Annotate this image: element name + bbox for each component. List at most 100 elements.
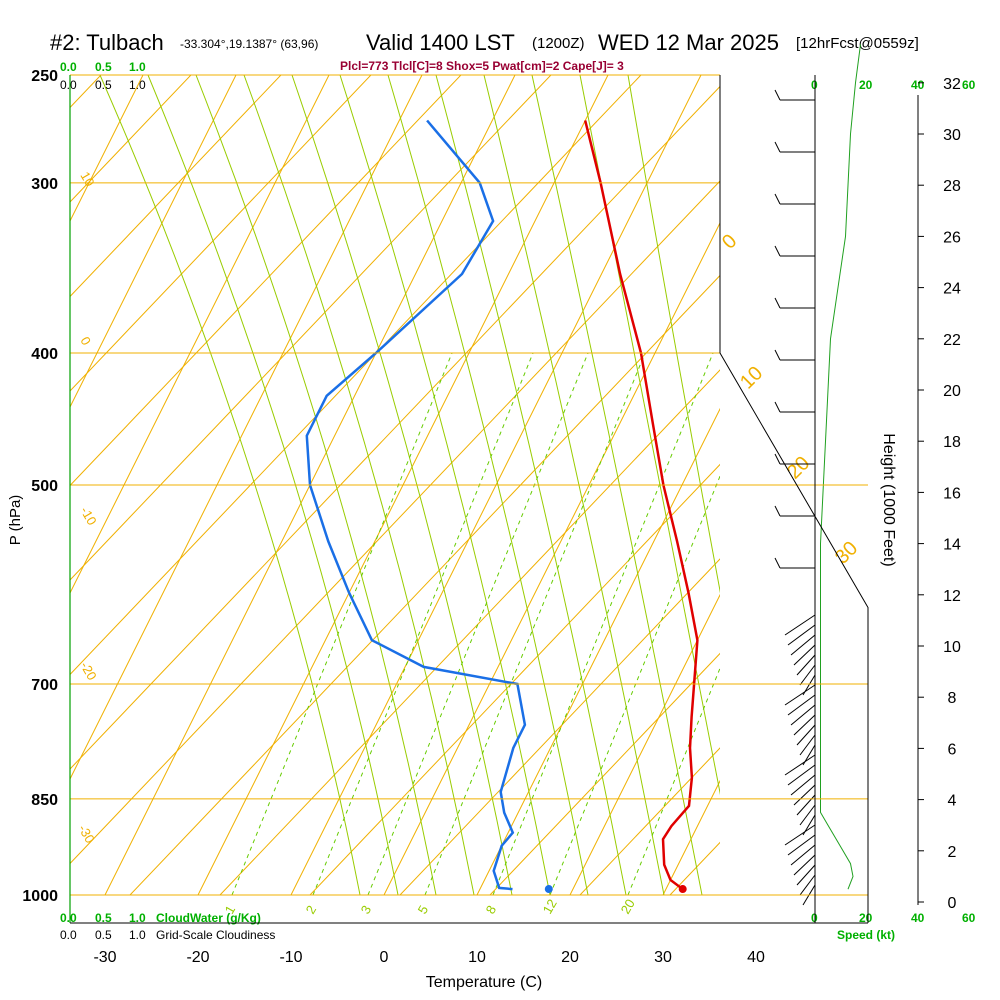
isotherm-line [849, 75, 1000, 895]
height-tick-label: 28 [943, 178, 961, 195]
wind-barb [793, 854, 816, 876]
mixing-ratio-label: 20 [618, 896, 638, 916]
dry-adiabat-label: 0 [718, 230, 741, 253]
scale-label: 1.0 [129, 60, 146, 74]
x-tick-label: -30 [93, 949, 116, 966]
wind-barb [796, 864, 816, 886]
dry-adiabat-line [70, 85, 720, 770]
wind-barb [799, 874, 816, 896]
height-tick-label: 8 [948, 690, 957, 707]
cloudiness-label: Grid-Scale Cloudiness [156, 928, 275, 942]
dry-adiabat-line [70, 75, 282, 298]
wind-barb [790, 844, 816, 866]
forecast-run: [12hrFcst@0559z] [796, 35, 919, 52]
scale-label: 60 [962, 78, 976, 92]
height-tick-label: 6 [948, 741, 957, 758]
isotherm-line [70, 75, 237, 409]
scale-label: 0.5 [95, 928, 112, 942]
height-tick-label: 20 [943, 383, 961, 400]
cloudwater-label: CloudWater (g/Kg) [156, 911, 261, 925]
forecast-date: WED 12 Mar 2025 [598, 30, 779, 55]
wind-barb [790, 634, 816, 656]
height-tick-label: 4 [948, 793, 957, 810]
speed-scale-bottom: 0 20 40 60 Speed (kt) [811, 911, 976, 942]
wind-barb [787, 764, 816, 786]
pressure-tick-label: 300 [31, 176, 58, 193]
scale-label: 1.0 [129, 911, 146, 925]
x-tick-label: 10 [468, 949, 486, 966]
scale-label: 0.0 [60, 928, 77, 942]
wind-barb-feather [774, 557, 781, 569]
wind-barb-feather [774, 297, 781, 309]
profile-lines [305, 119, 699, 894]
wind-barb-feather [774, 193, 781, 205]
height-tick-label: 12 [943, 588, 961, 605]
pressure-tick-label: 850 [31, 792, 58, 809]
wind-barb [799, 664, 816, 686]
station-title: #2: Tulbach [50, 30, 164, 55]
dry-adiabat-line [70, 75, 642, 676]
isotherm-label: 10 [77, 169, 97, 189]
height-tick-label: 32 [943, 76, 961, 93]
scale-label: 40 [911, 78, 925, 92]
wind-barb-feather [774, 401, 781, 413]
cloudwater-scale-top: 0.0 0.5 1.0 [60, 60, 146, 74]
wind-speed-line [820, 44, 861, 890]
height-tick-label: 0 [948, 895, 957, 912]
wind-barb-feather [774, 141, 781, 153]
height-tick-label: 30 [943, 127, 961, 144]
mixing-ratio-label: 5 [415, 903, 432, 917]
height-tick-label: 24 [943, 281, 961, 298]
wind-barb-feather [774, 89, 781, 101]
pressure-tick-label: 1000 [22, 888, 58, 905]
wind-barb [799, 734, 816, 756]
dry-adiabat-line [70, 180, 720, 865]
dry-adiabat-line [760, 0, 1000, 895]
x-tick-label: -10 [279, 949, 302, 966]
dry-adiabat-line [0, 0, 40, 895]
valid-time: Valid 1400 LST [366, 30, 515, 55]
mixing-ratio-label: 3 [358, 903, 375, 917]
utc-time: (1200Z) [532, 35, 585, 52]
scale-label: 0.0 [60, 911, 77, 925]
mixing-ratio-label: 8 [483, 903, 500, 917]
isotherm-label: -30 [75, 822, 97, 846]
pressure-tick-label: 500 [31, 478, 58, 495]
surface-dewpoint-point [544, 885, 553, 894]
mixing-ratio-line [424, 352, 646, 895]
scale-label: 0.5 [95, 78, 112, 92]
y-axis-label: P (hPa) [7, 495, 24, 546]
scale-label: 20 [859, 911, 873, 925]
height-tick-label: 2 [948, 844, 957, 861]
scale-label: 60 [962, 911, 976, 925]
cloudiness-scale-bottom: 0.0 0.5 1.0 Grid-Scale Cloudiness [60, 928, 275, 942]
scale-label: 0.5 [95, 60, 112, 74]
x-tick-label: 20 [561, 949, 579, 966]
pressure-tick-label: 400 [31, 346, 58, 363]
wind-barb [784, 824, 816, 846]
wind-barb [784, 614, 816, 636]
wind-barb [787, 834, 816, 856]
height-tick-label: 22 [943, 332, 961, 349]
dry-adiabat-label: 30 [831, 537, 862, 568]
wind-barb [793, 644, 816, 666]
dry-adiabat-line [70, 75, 462, 487]
x-tick-label: 40 [747, 949, 765, 966]
dry-adiabat-line [399, 558, 720, 895]
wind-barb [790, 704, 816, 726]
dry-adiabat-label: 20 [783, 452, 814, 483]
x-tick-label: 0 [380, 949, 389, 966]
scale-label: 0.5 [95, 911, 112, 925]
mixing-ratio-line [367, 352, 589, 895]
scale-label: 0.0 [60, 78, 77, 92]
wind-barb [790, 774, 816, 796]
dry-adiabat-line [0, 0, 130, 895]
wind-barb-feather [774, 245, 781, 257]
dry-adiabat-line [850, 0, 1000, 895]
pressure-tick-label: 700 [31, 677, 58, 694]
sounding-params: Plcl=773 Tlcl[C]=8 Shox=5 Pwat[cm]=2 Cap… [340, 59, 624, 73]
scale-label: 40 [911, 911, 925, 925]
pressure-tick-label: 250 [31, 68, 58, 85]
